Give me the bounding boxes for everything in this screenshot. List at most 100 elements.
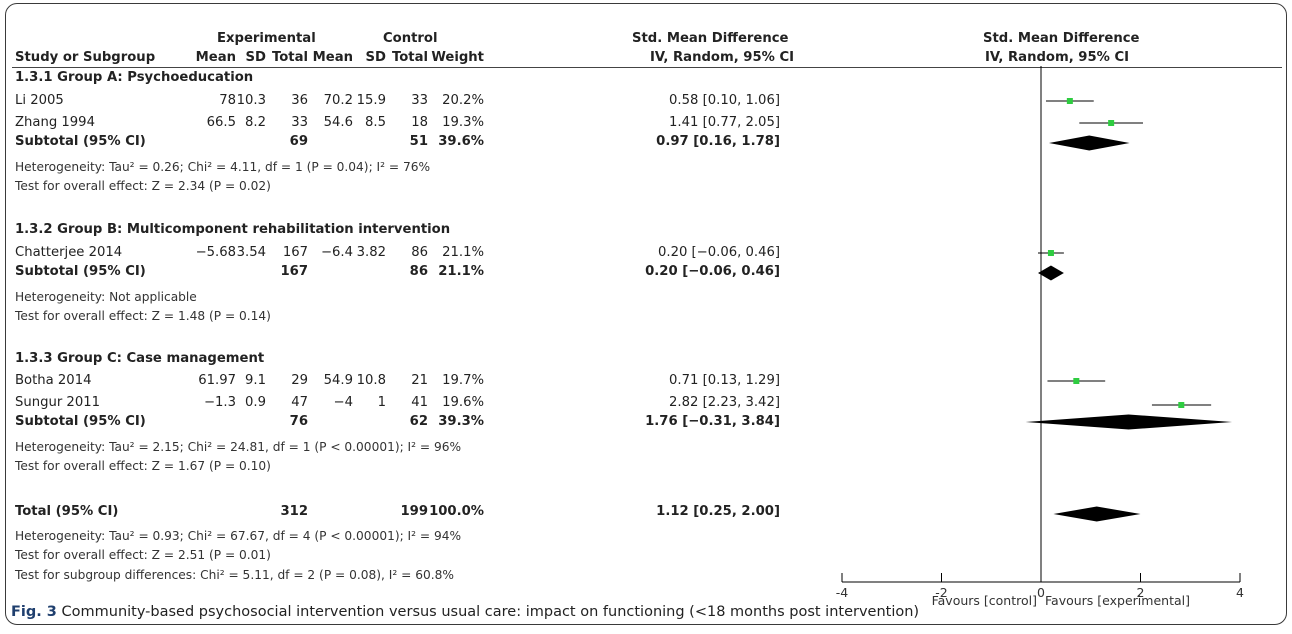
- overall-effect-text: Test for overall effect: Z = 1.67 (P = 0…: [15, 459, 271, 473]
- study-c-mean: −6.4: [320, 245, 353, 260]
- header-weight: Weight: [431, 50, 484, 65]
- forest-table: Experimental Control Std. Mean Differenc…: [12, 31, 1282, 582]
- study-marker: [1151, 402, 1212, 408]
- study-marker: [1038, 250, 1064, 256]
- study-name: Li 2005: [15, 93, 64, 108]
- study-e-sd: 10.3: [236, 93, 266, 108]
- header-study: Study or Subgroup: [15, 50, 156, 65]
- overall-effect-text: Test for overall effect: Z = 1.48 (P = 0…: [15, 309, 271, 323]
- study-e-mean: 61.97: [198, 373, 236, 388]
- study-c-sd: 8.5: [365, 115, 386, 130]
- header-e-mean: Mean: [195, 50, 236, 65]
- study-c-sd: 15.9: [356, 93, 386, 108]
- total-heterogeneity-text: Heterogeneity: Tau² = 0.93; Chi² = 67.67…: [15, 529, 462, 543]
- study-c-total: 21: [411, 373, 428, 388]
- subtotal-diamond: [1048, 135, 1130, 151]
- subtotal-diamond: [1025, 414, 1233, 430]
- figure-caption: Fig. 3 Community-based psychosocial inte…: [11, 604, 919, 620]
- overall-effect-text: Test for overall effect: Z = 2.34 (P = 0…: [15, 179, 271, 193]
- subtotal-label: Subtotal (95% CI): [15, 264, 146, 279]
- study-c-total: 33: [411, 93, 428, 108]
- total-diamond: [1053, 506, 1141, 522]
- study-e-sd: 9.1: [245, 373, 266, 388]
- header-c-total: Total: [391, 50, 428, 65]
- header-c-mean: Mean: [312, 50, 353, 65]
- subtotal-ci: 1.76 [−0.31, 3.84]: [645, 414, 780, 429]
- study-c-mean: 70.2: [323, 93, 353, 108]
- favours-experimental-label: Favours [experimental]: [1045, 593, 1190, 608]
- figure-frame: [5, 3, 1287, 625]
- subtotal-c-total: 51: [409, 134, 428, 149]
- study-c-mean: 54.6: [323, 115, 353, 130]
- total-label: Total (95% CI): [15, 504, 119, 519]
- figure-label: Fig. 3: [11, 604, 57, 620]
- subtotal-c-total: 86: [409, 264, 428, 279]
- subtotal-e-total: 167: [280, 264, 308, 279]
- favours-control-label: Favours [control]: [932, 593, 1037, 608]
- total-overall-effect-text: Test for overall effect: Z = 2.51 (P = 0…: [15, 548, 271, 562]
- group-title: 1.3.1 Group A: Psychoeducation: [15, 70, 254, 85]
- group-title: 1.3.2 Group B: Multicomponent rehabilita…: [15, 222, 451, 237]
- study-e-sd: 0.9: [245, 395, 266, 410]
- study-c-sd: 3.82: [356, 245, 386, 260]
- study-point-estimate: [1073, 378, 1080, 384]
- study-weight: 19.6%: [442, 395, 484, 410]
- study-name: Sungur 2011: [15, 395, 100, 410]
- group-title: 1.3.3 Group C: Case management: [15, 351, 265, 366]
- study-e-sd: 3.54: [236, 245, 266, 260]
- study-c-total: 41: [411, 395, 428, 410]
- x-tick-label: 4: [1236, 585, 1244, 600]
- subtotal-label: Subtotal (95% CI): [15, 414, 146, 429]
- total-weight: 100.0%: [429, 504, 484, 519]
- subtotal-e-total: 69: [289, 134, 308, 149]
- header-c-sd: SD: [365, 50, 386, 65]
- study-e-mean: 78: [219, 93, 236, 108]
- study-weight: 20.2%: [442, 93, 484, 108]
- forest-plot: -4 -2 0 2 4 Favours [control] Favours [exper…: [836, 66, 1244, 608]
- study-weight: 21.1%: [442, 245, 484, 260]
- total-c-total: 199: [400, 504, 428, 519]
- study-ci: 0.20 [−0.06, 0.46]: [657, 245, 780, 260]
- study-name: Zhang 1994: [15, 115, 95, 130]
- figure-caption-text: Community-based psychosocial interventio…: [56, 604, 920, 620]
- header-smd-plot: Std. Mean Difference: [983, 31, 1140, 46]
- study-name: Botha 2014: [15, 373, 92, 388]
- study-ci: 2.82 [2.23, 3.42]: [669, 395, 780, 410]
- subtotal-weight: 21.1%: [438, 264, 484, 279]
- study-marker: [1079, 120, 1143, 126]
- pooled-diamonds: [1025, 135, 1233, 522]
- heterogeneity-text: Heterogeneity: Not applicable: [15, 290, 197, 304]
- study-c-sd: 10.8: [356, 373, 386, 388]
- x-tick-label: 0: [1037, 585, 1045, 600]
- study-c-mean: 54.9: [323, 373, 353, 388]
- study-e-total: 47: [291, 395, 308, 410]
- study-ci: 1.41 [0.77, 2.05]: [669, 115, 780, 130]
- subtotal-ci: 0.20 [−0.06, 0.46]: [645, 264, 780, 279]
- study-c-total: 18: [411, 115, 428, 130]
- study-c-total: 86: [411, 245, 428, 260]
- study-e-mean: 66.5: [206, 115, 236, 130]
- study-e-sd: 8.2: [245, 115, 266, 130]
- header-method-table: IV, Random, 95% CI: [650, 50, 795, 65]
- header-e-sd: SD: [245, 50, 266, 65]
- study-point-estimate: [1108, 120, 1115, 126]
- x-tick-label: 2: [1137, 585, 1145, 600]
- study-marker: [1047, 378, 1106, 384]
- study-ci: 0.58 [0.10, 1.06]: [669, 93, 780, 108]
- subgroup-differences-text: Test for subgroup differences: Chi² = 5.…: [15, 568, 454, 582]
- study-point-estimate: [1178, 402, 1185, 408]
- subtotal-ci: 0.97 [0.16, 1.78]: [656, 134, 780, 149]
- x-axis-ticks: -4 -2 0 2 4: [836, 573, 1244, 600]
- subtotal-label: Subtotal (95% CI): [15, 134, 146, 149]
- header-rule: [12, 67, 1282, 68]
- study-e-mean: −1.3: [203, 395, 236, 410]
- subtotal-weight: 39.6%: [438, 134, 484, 149]
- header-control: Control: [383, 31, 438, 46]
- header-smd-table: Std. Mean Difference: [632, 31, 789, 46]
- study-markers: [1038, 98, 1212, 408]
- header-e-total: Total: [271, 50, 308, 65]
- heterogeneity-text: Heterogeneity: Tau² = 0.26; Chi² = 4.11,…: [15, 160, 431, 174]
- study-e-total: 33: [291, 115, 308, 130]
- study-e-total: 167: [282, 245, 308, 260]
- study-ci: 0.71 [0.13, 1.29]: [669, 373, 780, 388]
